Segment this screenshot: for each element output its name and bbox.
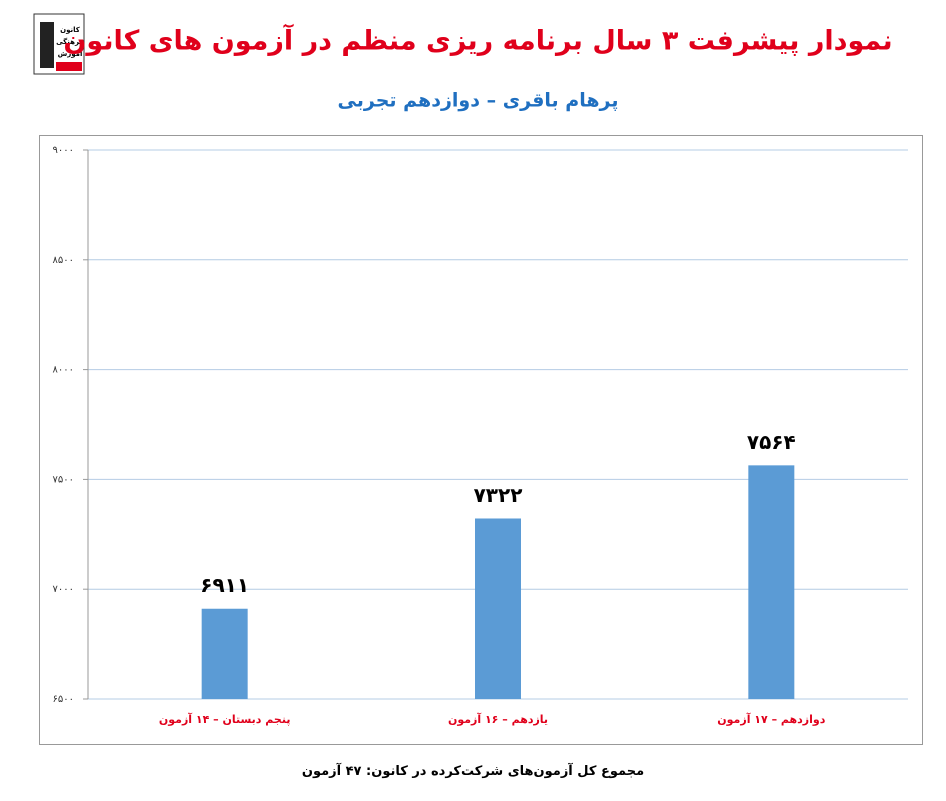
chart-title: نمودار پیشرفت ۳ سال برنامه ریزی منظم در …: [63, 24, 892, 57]
value-label: ۶۹۱۱: [200, 573, 249, 597]
y-tick-label: ۸۰۰۰: [53, 365, 74, 376]
y-tick-label: ۷۰۰۰: [53, 584, 74, 595]
x-tick-label: پنجم دبستان – ۱۴ آزمون: [159, 712, 291, 726]
bar: [475, 518, 521, 699]
logo-text: آموزش: [58, 49, 83, 58]
bar: [748, 465, 795, 699]
value-label: ۷۵۶۴: [747, 430, 796, 454]
bar: [201, 608, 248, 699]
logo-figure: [40, 22, 54, 68]
logo: کانون فرهنگی آموزش: [33, 13, 85, 75]
y-tick-label: ۷۵۰۰: [53, 474, 74, 485]
x-tick-label: یازدهم – ۱۶ آزمون: [448, 712, 548, 726]
logo-band: [56, 62, 82, 71]
y-tick-label: ۹۰۰۰: [53, 145, 74, 156]
y-tick-label: ۸۵۰۰: [53, 255, 74, 266]
chart-subtitle: پرهام باقری – دوازدهم تجربی: [338, 90, 619, 112]
x-tick-label: دوازدهم – ۱۷ آزمون: [717, 712, 825, 726]
value-label: ۷۳۲۲: [474, 483, 523, 507]
footer: مجموع کل آزمون‌های شرکت‌کرده در کانون: ۴…: [301, 764, 645, 779]
logo-text: کانون: [60, 26, 81, 34]
logo-text: فرهنگی: [56, 37, 84, 46]
chart-frame: [39, 135, 923, 745]
y-tick-label: ۶۵۰۰: [53, 694, 74, 705]
